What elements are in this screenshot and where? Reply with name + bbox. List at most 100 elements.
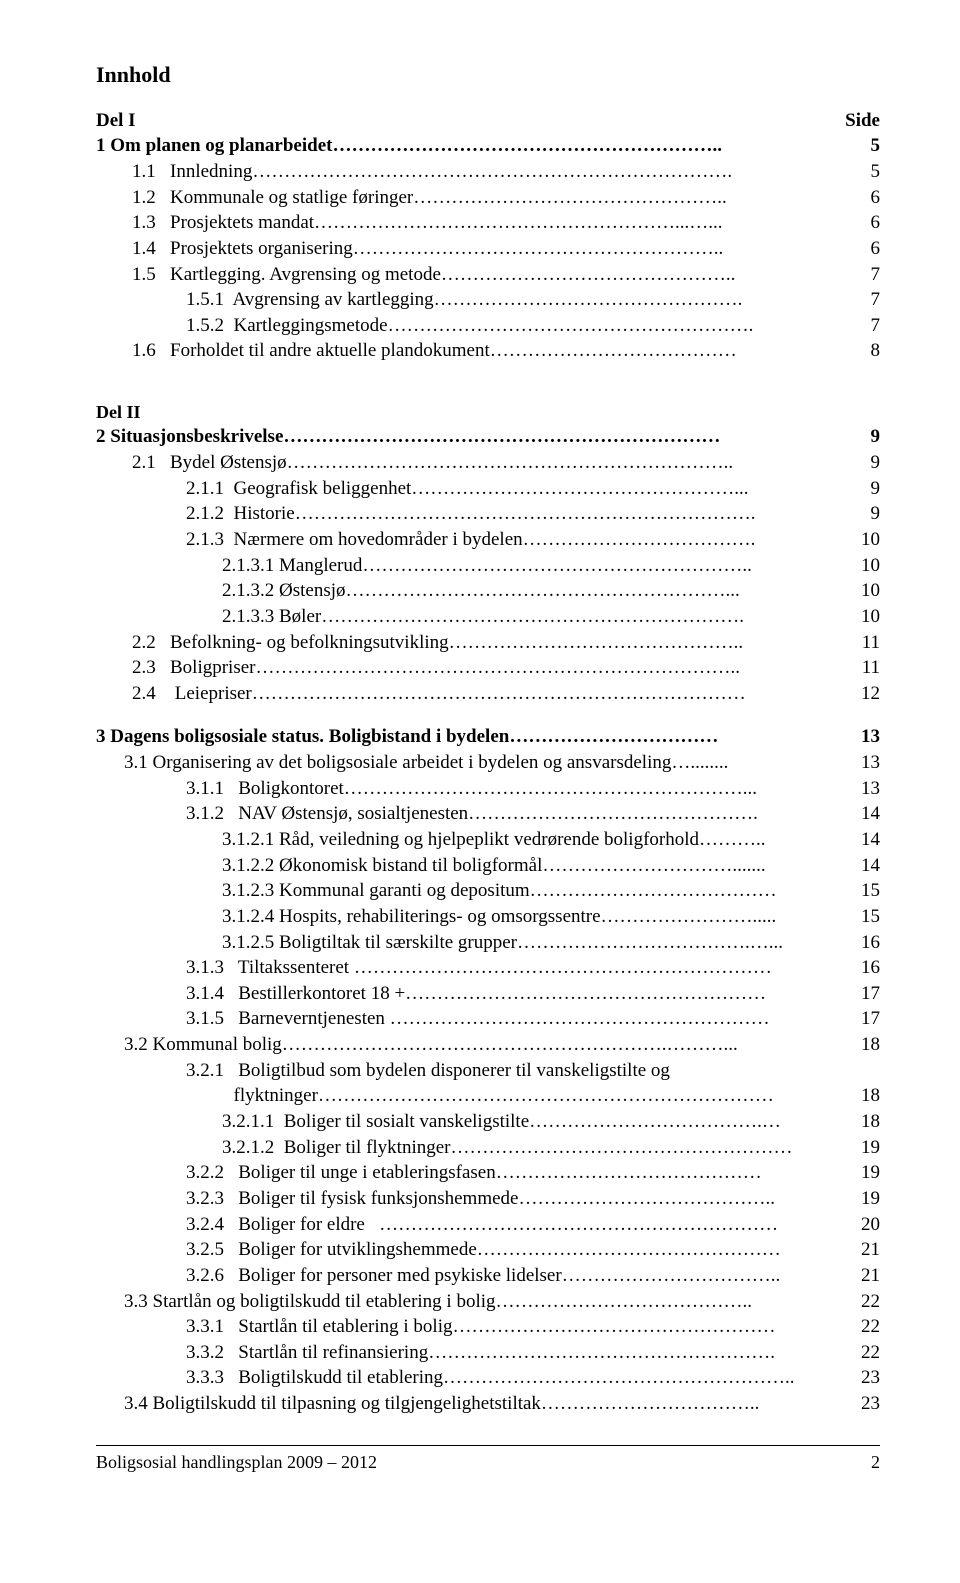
toc-page: 23 xyxy=(846,1391,880,1417)
toc-page: 13 xyxy=(846,750,880,776)
toc-page: 9 xyxy=(846,424,880,450)
toc-page: 19 xyxy=(846,1135,880,1161)
toc-page: 8 xyxy=(846,338,880,364)
toc-label: 3.1.4 Bestillerkontoret 18 +………………………………… xyxy=(186,981,766,1007)
toc-label: 3.1.3 Tiltakssenteret ………………………………………………… xyxy=(186,955,772,981)
toc-label: flyktninger……………………………………………………………… xyxy=(186,1083,774,1109)
toc-page: 15 xyxy=(846,878,880,904)
toc-row: 3.2.1 Boligtilbud som bydelen disponerer… xyxy=(96,1058,880,1084)
toc-row: 3 Dagens boligsosiale status. Boligbista… xyxy=(96,724,880,750)
toc-label: 3.2.4 Boliger for eldre …………………………………………… xyxy=(186,1212,778,1238)
toc-page: 5 xyxy=(846,159,880,185)
toc-page: 22 xyxy=(846,1289,880,1315)
toc-page: 23 xyxy=(846,1365,880,1391)
toc-row: 3.1.2.5 Boligtiltak til særskilte gruppe… xyxy=(96,930,880,956)
toc-row: 2.1.3.3 Bøler…………………………………………………………. 10 xyxy=(96,604,880,630)
toc-page: 10 xyxy=(846,527,880,553)
toc-label: 1.1 Innledning…………………………………………………………………. xyxy=(132,159,732,185)
toc-label: 2.1 Bydel Østensjø…………………………………………………………… xyxy=(132,450,733,476)
toc-label: 2 Situasjonsbeskrivelse……………………………………………… xyxy=(96,424,720,450)
toc-page: 21 xyxy=(846,1263,880,1289)
toc-page: 22 xyxy=(846,1340,880,1366)
toc-row: 2.1.3 Nærmere om hovedområder i bydelen…… xyxy=(96,527,880,553)
toc-page: 16 xyxy=(846,955,880,981)
toc-label: 3.2.1.1 Boliger til sosialt vanskeligsti… xyxy=(222,1109,781,1135)
toc-label: 3.1.2.5 Boligtiltak til særskilte gruppe… xyxy=(222,930,783,956)
toc-row: 3.1.4 Bestillerkontoret 18 +………………………………… xyxy=(96,981,880,1007)
toc-page: 15 xyxy=(846,904,880,930)
toc-page: 9 xyxy=(846,450,880,476)
toc-row: 2.1.2 Historie………………………………………………………………. 9 xyxy=(96,501,880,527)
toc-label: 2.1.3.3 Bøler…………………………………………………………. xyxy=(222,604,744,630)
toc-page: 14 xyxy=(846,853,880,879)
toc-label: 3.4 Boligtilskudd til tilpasning og tilg… xyxy=(124,1391,759,1417)
toc-row: 2.1 Bydel Østensjø…………………………………………………………… xyxy=(96,450,880,476)
toc-label: 1.2 Kommunale og statlige føringer………………… xyxy=(132,185,727,211)
toc-page: 6 xyxy=(846,210,880,236)
toc-page: 11 xyxy=(846,630,880,656)
toc-page: 7 xyxy=(846,313,880,339)
toc-label: 2.1.1 Geografisk beliggenhet………………………………… xyxy=(186,476,749,502)
toc-row: 3.1.2.4 Hospits, rehabiliterings- og oms… xyxy=(96,904,880,930)
toc-row: 1 Om planen og planarbeidet…………………………………… xyxy=(96,133,880,159)
toc-row: 2.2 Befolkning- og befolkningsutvikling…… xyxy=(96,630,880,656)
del1-label: Del I xyxy=(96,108,136,134)
toc-page: 18 xyxy=(846,1109,880,1135)
toc-page: 19 xyxy=(846,1186,880,1212)
del1-header: Del I Side xyxy=(96,108,880,134)
side-label: Side xyxy=(845,108,880,134)
toc-row: 2.1.3.2 Østensjø……………………………………………………...1… xyxy=(96,578,880,604)
toc-row: 3.2.2 Boliger til unge i etableringsfase… xyxy=(96,1160,880,1186)
toc-page: 14 xyxy=(846,827,880,853)
toc-row: 3.1.5 Barneverntjenesten ………………………………………… xyxy=(96,1006,880,1032)
toc-label: 2.1.2 Historie………………………………………………………………. xyxy=(186,501,755,527)
toc-label: 2.3 Boligpriser…………………………………………………………………… xyxy=(132,655,740,681)
page-title: Innhold xyxy=(96,60,880,90)
toc-label: 1.3 Prosjektets mandat………………………………………………… xyxy=(132,210,723,236)
toc-row: 3.3 Startlån og boligtilskudd til etable… xyxy=(96,1289,880,1315)
toc-row: 3.1.2.2 Økonomisk bistand til boligformå… xyxy=(96,853,880,879)
toc-row: 1.5.1 Avgrensing av kartlegging………………………… xyxy=(96,287,880,313)
toc-row: 2.4 Leiepriser……………………………………………………………………… xyxy=(96,681,880,707)
toc-row: 1.6 Forholdet til andre aktuelle plandok… xyxy=(96,338,880,364)
toc-row: 2.1.3.1 Manglerud…………………………………………………….. 1… xyxy=(96,553,880,579)
toc-section-3: 3 Dagens boligsosiale status. Boligbista… xyxy=(96,724,880,1416)
toc-label: 2.2 Befolkning- og befolkningsutvikling…… xyxy=(132,630,743,656)
toc-label: 3.1.2.4 Hospits, rehabiliterings- og oms… xyxy=(222,904,776,930)
toc-row: 3.3.1 Startlån til etablering i bolig………… xyxy=(96,1314,880,1340)
toc-row: 2 Situasjonsbeskrivelse……………………………………………… xyxy=(96,424,880,450)
toc-page: 13 xyxy=(846,776,880,802)
toc-section-1: 1 Om planen og planarbeidet…………………………………… xyxy=(96,133,880,364)
toc-page: 5 xyxy=(846,133,880,159)
toc-row: 1.1 Innledning………………………………………………………………….… xyxy=(96,159,880,185)
toc-label: 1.5.1 Avgrensing av kartlegging………………………… xyxy=(186,287,742,313)
toc-row: 3.1.2.3 Kommunal garanti og depositum………… xyxy=(96,878,880,904)
toc-label: 3.1.2.3 Kommunal garanti og depositum………… xyxy=(222,878,777,904)
toc-label: 2.1.3.1 Manglerud…………………………………………………….. xyxy=(222,553,752,579)
toc-row: 3.1 Organisering av det boligsosiale arb… xyxy=(96,750,880,776)
toc-page: 11 xyxy=(846,655,880,681)
toc-label: 3.2.1.2 Boliger til flyktninger………………………… xyxy=(222,1135,793,1161)
toc-label: 3.1.1 Boligkontoret………………………………………………………… xyxy=(186,776,757,802)
toc-row: 3.2.3 Boliger til fysisk funksjonshemmed… xyxy=(96,1186,880,1212)
toc-page: 7 xyxy=(846,262,880,288)
toc-section-2: 2 Situasjonsbeskrivelse……………………………………………… xyxy=(96,424,880,706)
toc-page: 7 xyxy=(846,287,880,313)
toc-label: 3.3.1 Startlån til etablering i bolig………… xyxy=(186,1314,775,1340)
toc-row: 3.1.3 Tiltakssenteret ………………………………………………… xyxy=(96,955,880,981)
toc-row: 3.2.1.2 Boliger til flyktninger………………………… xyxy=(96,1135,880,1161)
toc-row: 3.4 Boligtilskudd til tilpasning og tilg… xyxy=(96,1391,880,1417)
toc-row: 1.5.2 Kartleggingsmetode…………………………………………… xyxy=(96,313,880,339)
toc-page: 9 xyxy=(846,476,880,502)
toc-label: 3.2.3 Boliger til fysisk funksjonshemmed… xyxy=(186,1186,775,1212)
toc-row: 1.2 Kommunale og statlige føringer………………… xyxy=(96,185,880,211)
toc-row: flyktninger………………………………………………………………18 xyxy=(96,1083,880,1109)
toc-label: 3.2 Kommunal bolig…………………………………………………….…… xyxy=(124,1032,738,1058)
toc-page: 21 xyxy=(846,1237,880,1263)
toc-page: 10 xyxy=(846,553,880,579)
toc-page: 10 xyxy=(846,604,880,630)
toc-row: 1.5 Kartlegging. Avgrensing og metode………… xyxy=(96,262,880,288)
toc-label: 3.1.2.1 Råd, veiledning og hjelpeplikt v… xyxy=(222,827,766,853)
page-footer: Boligsosial handlingsplan 2009 – 2012 2 xyxy=(96,1445,880,1474)
toc-page: 9 xyxy=(846,501,880,527)
